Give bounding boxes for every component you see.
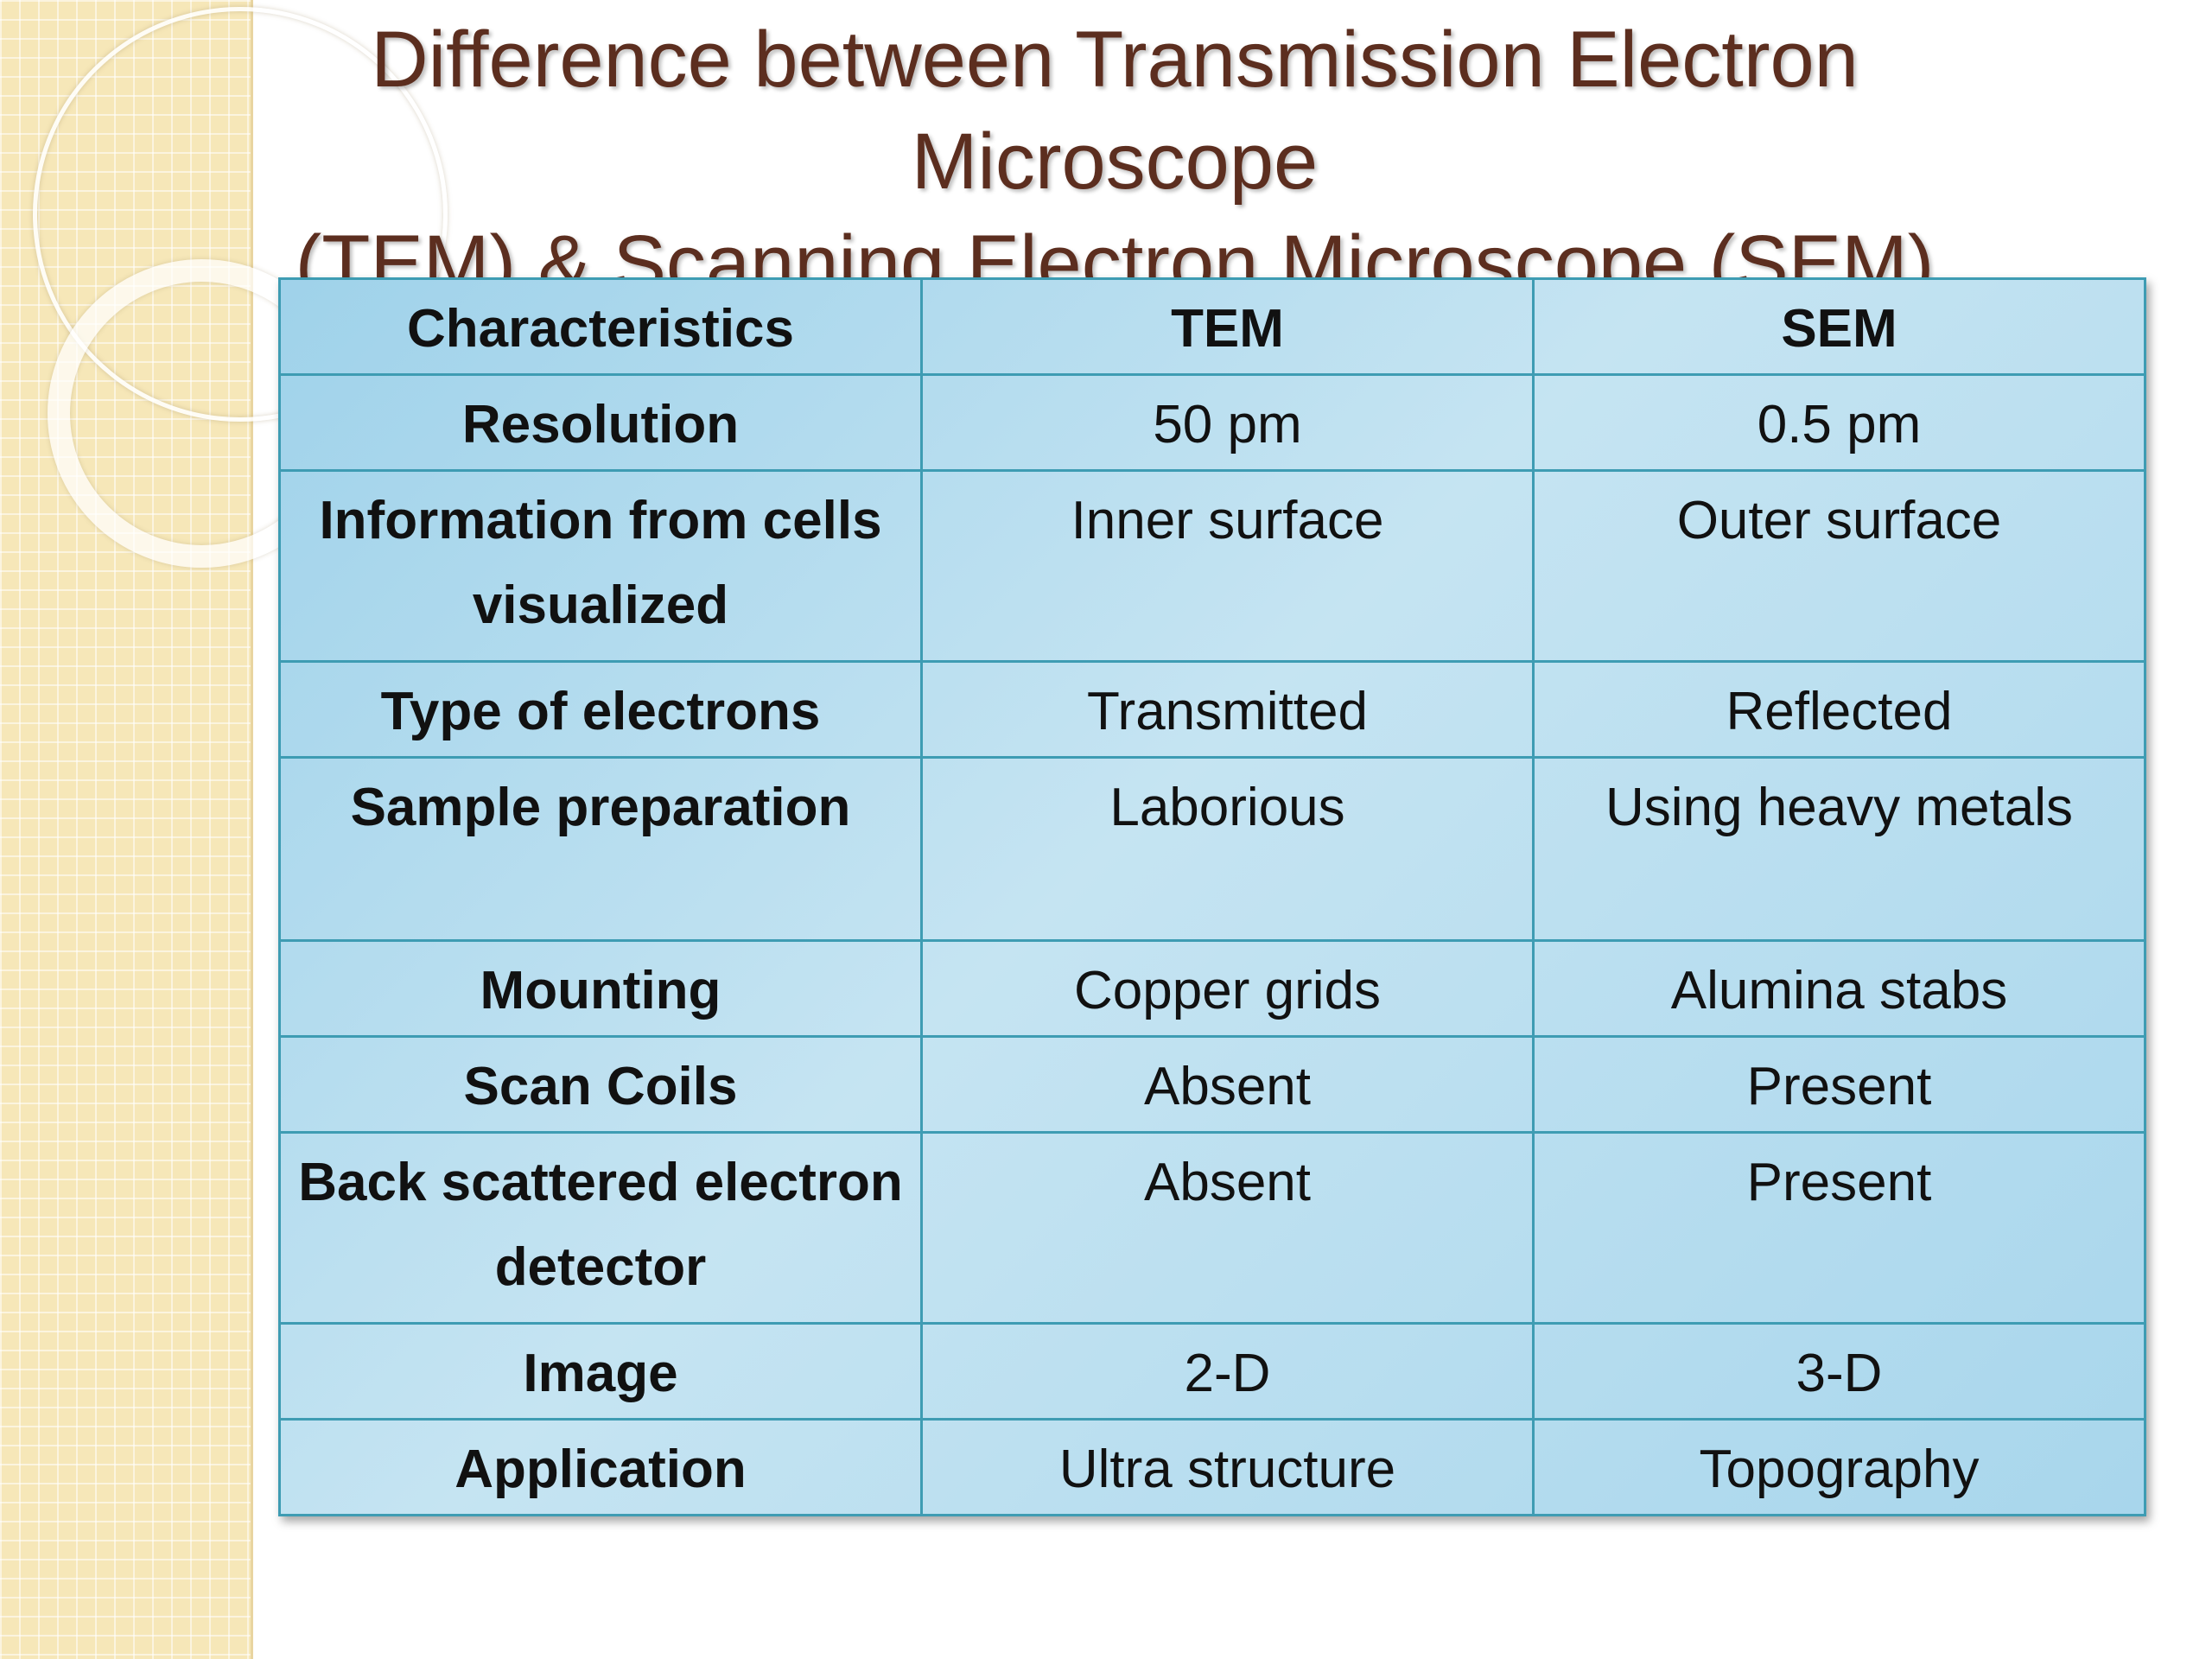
comparison-table-container: Characteristics TEM SEM Resolution 50 pm… (278, 276, 2146, 1517)
row-characteristic: Information from cells visualized (278, 469, 923, 663)
row-tem-value: Transmitted (920, 659, 1535, 759)
table-row: Information from cells visualized Inner … (278, 469, 2146, 663)
row-tem-value: Inner surface (920, 469, 1535, 663)
row-sem-value: Reflected (1532, 659, 2146, 759)
row-sem-value: Using heavy metals (1532, 755, 2146, 942)
row-characteristic: Sample preparation (278, 755, 923, 942)
row-characteristic: Resolution (278, 373, 923, 473)
slide-title-line-1: Difference between Transmission Electron… (371, 16, 1859, 206)
row-sem-value: Present (1532, 1131, 2146, 1325)
header-characteristics: Characteristics (278, 276, 923, 377)
row-sem-value: 0.5 pm (1532, 373, 2146, 473)
table-row: Application Ultra structure Topography (278, 1417, 2146, 1517)
table-row: Mounting Copper grids Alumina stabs (278, 938, 2146, 1039)
row-tem-value: 50 pm (920, 373, 1535, 473)
row-sem-value: 3-D (1532, 1321, 2146, 1421)
row-tem-value: Ultra structure (920, 1417, 1535, 1517)
row-characteristic: Application (278, 1417, 923, 1517)
header-sem: SEM (1532, 276, 2146, 377)
row-tem-value: 2-D (920, 1321, 1535, 1421)
row-sem-value: Alumina stabs (1532, 938, 2146, 1039)
header-tem: TEM (920, 276, 1535, 377)
row-characteristic: Mounting (278, 938, 923, 1039)
row-characteristic: Image (278, 1321, 923, 1421)
table-row: Scan Coils Absent Present (278, 1035, 2146, 1135)
row-tem-value: Laborious (920, 755, 1535, 942)
table-row: Image 2-D 3-D (278, 1321, 2146, 1421)
row-tem-value: Absent (920, 1035, 1535, 1135)
table-row: Sample preparation Laborious Using heavy… (278, 755, 2146, 942)
row-characteristic: Scan Coils (278, 1035, 923, 1135)
row-sem-value: Outer surface (1532, 469, 2146, 663)
table-row: Back scattered electron detector Absent … (278, 1131, 2146, 1325)
row-sem-value: Present (1532, 1035, 2146, 1135)
table-header-row: Characteristics TEM SEM (278, 276, 2146, 377)
row-characteristic: Type of electrons (278, 659, 923, 759)
row-characteristic: Back scattered electron detector (278, 1131, 923, 1325)
row-tem-value: Absent (920, 1131, 1535, 1325)
row-tem-value: Copper grids (920, 938, 1535, 1039)
row-sem-value: Topography (1532, 1417, 2146, 1517)
table-row: Resolution 50 pm 0.5 pm (278, 373, 2146, 473)
slide-title: Difference between Transmission Electron… (173, 9, 2056, 315)
table-row: Type of electrons Transmitted Reflected (278, 659, 2146, 759)
comparison-table: Characteristics TEM SEM Resolution 50 pm… (278, 276, 2146, 1517)
